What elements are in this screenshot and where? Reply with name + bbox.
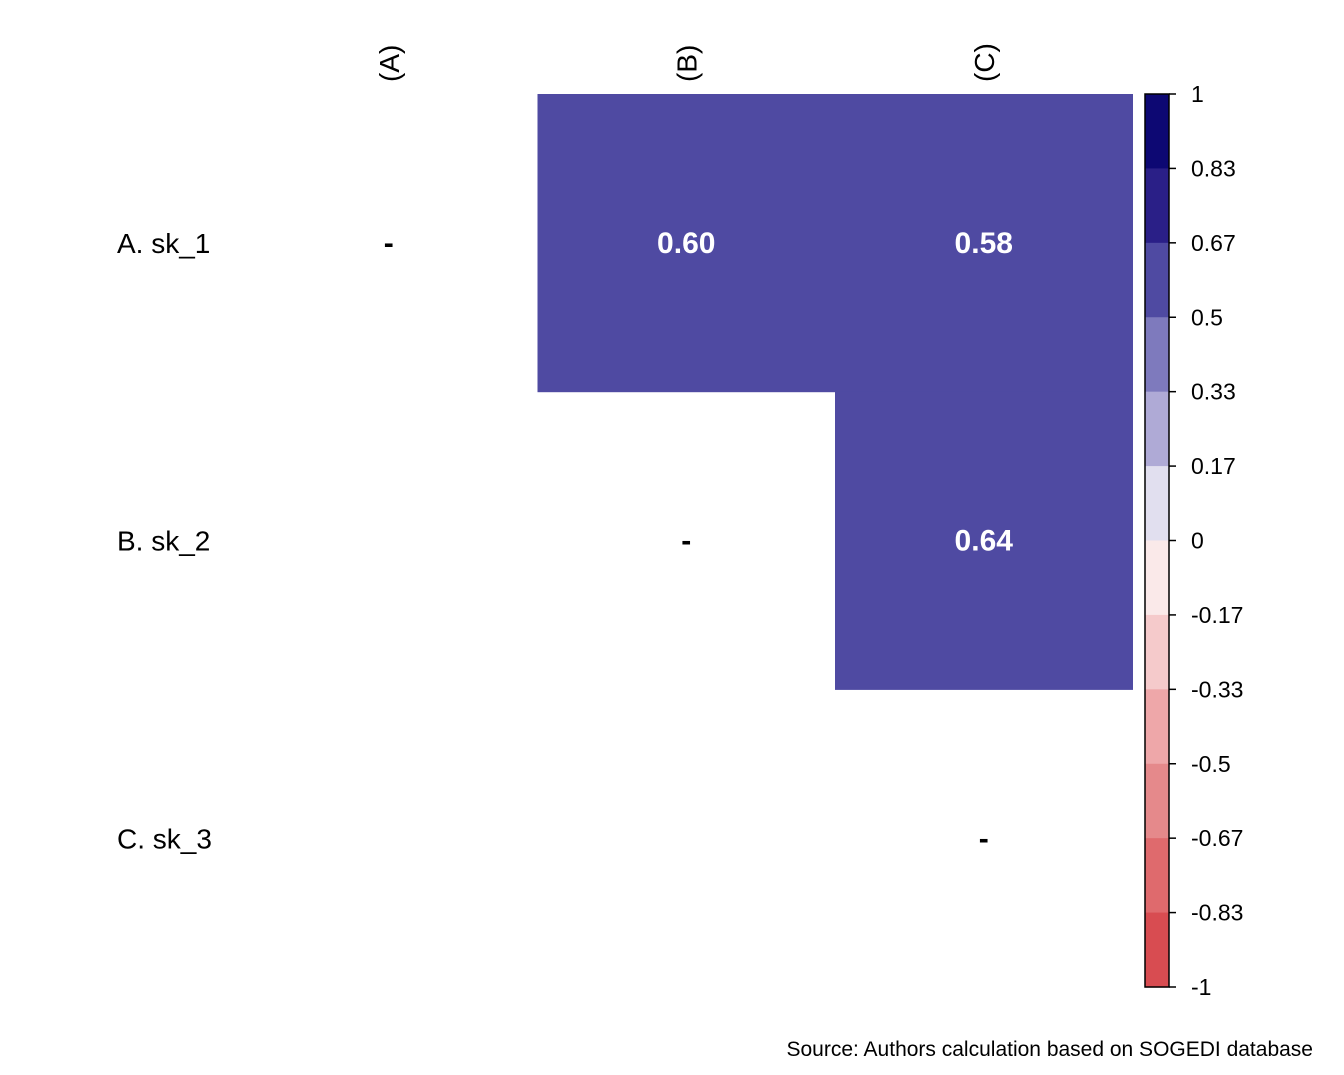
column-label: (C) — [969, 43, 1000, 82]
row-label: A. sk_1 — [117, 228, 210, 259]
legend-tick-label: -0.5 — [1191, 751, 1231, 777]
legend-color-bin — [1145, 912, 1169, 988]
diagonal-dash: - — [384, 227, 394, 260]
legend-color-bin — [1145, 168, 1169, 244]
legend-tick-label: -0.67 — [1191, 825, 1243, 851]
color-legend: 1 0.83 0.67 0.5 0.33 0.17 0 -0.17 -0.33 -0.5 -0.67… — [1144, 81, 1243, 1000]
row-label: B. sk_2 — [117, 526, 210, 557]
legend-tick-label: -0.17 — [1191, 602, 1243, 628]
legend-tick-label: 0.67 — [1191, 230, 1236, 256]
heatmap-cell — [835, 94, 1133, 393]
column-label: (B) — [671, 45, 702, 82]
cell-value-label: 0.60 — [657, 227, 715, 260]
legend-tick-label: -0.33 — [1191, 676, 1243, 702]
cell-value-label: 0.64 — [955, 525, 1014, 558]
legend-color-bin — [1145, 838, 1169, 914]
legend-color-bin — [1145, 242, 1169, 318]
heatmap-cell — [537, 94, 836, 393]
legend-color-bin — [1145, 614, 1169, 690]
row-label: C. sk_3 — [117, 823, 212, 854]
legend-tick-label: -1 — [1191, 974, 1211, 1000]
legend-tick-label: 0.83 — [1191, 155, 1236, 181]
column-label: (A) — [374, 45, 405, 82]
source-caption: Source: Authors calculation based on SOG… — [787, 1038, 1314, 1061]
legend-color-bin — [1145, 317, 1169, 393]
row-labels: A. sk_1 B. sk_2 C. sk_3 — [117, 228, 212, 854]
legend-tick-label: -0.83 — [1191, 900, 1243, 926]
legend-color-bin — [1145, 540, 1169, 616]
heatmap-cell — [835, 391, 1133, 690]
legend-color-bin — [1145, 763, 1169, 839]
legend-tick-label: 0 — [1191, 528, 1204, 554]
legend-tick-label: 0.17 — [1191, 453, 1236, 479]
diagonal-dash: - — [681, 525, 691, 558]
diagonal-dash: - — [979, 822, 989, 855]
legend-color-bin — [1145, 689, 1169, 765]
cells-layer: - 0.60 0.58 - 0.64 - — [384, 94, 1133, 855]
legend-tick-label: 0.33 — [1191, 379, 1236, 405]
legend-tick-label: 1 — [1191, 81, 1204, 107]
cell-value-label: 0.58 — [955, 227, 1013, 260]
legend-color-bin — [1145, 466, 1169, 542]
legend-color-bin — [1145, 391, 1169, 467]
legend-color-bin — [1145, 94, 1169, 170]
legend-tick-label: 0.5 — [1191, 304, 1223, 330]
column-labels: (A) (B) (C) — [374, 43, 1000, 82]
